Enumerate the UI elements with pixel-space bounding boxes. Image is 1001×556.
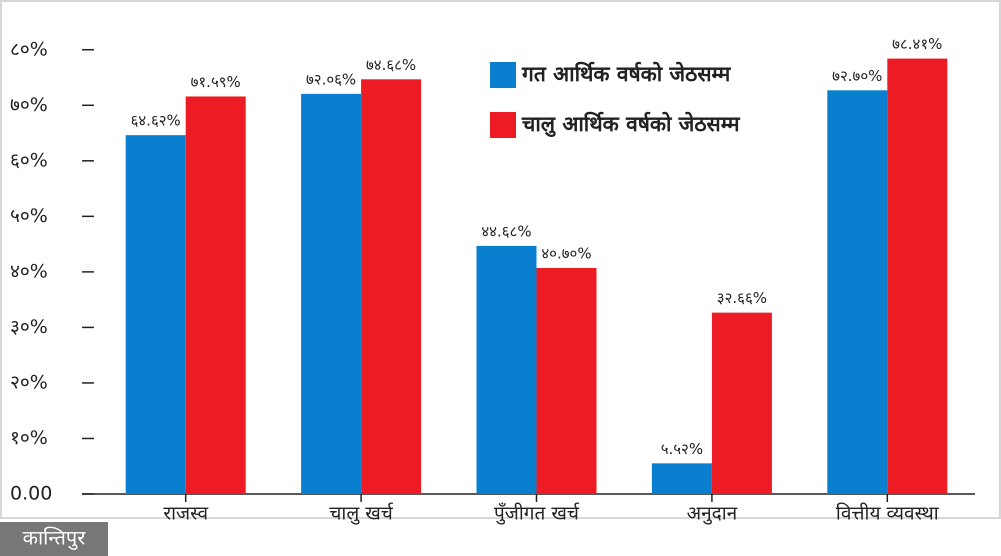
legend-label: गत आर्थिक वर्षको जेठसम्म bbox=[521, 61, 732, 86]
watermark: कान्तिपुर bbox=[23, 526, 87, 551]
bar bbox=[361, 79, 422, 495]
bar bbox=[125, 135, 186, 494]
legend-swatch bbox=[490, 62, 516, 88]
y-tick-label: १०% bbox=[10, 427, 48, 449]
bar bbox=[711, 312, 772, 494]
y-tick-label: ७०% bbox=[10, 94, 48, 116]
value-label: ७२.७०% bbox=[832, 67, 882, 85]
bar bbox=[887, 58, 948, 495]
x-tick-label: चालु खर्च bbox=[329, 502, 394, 526]
y-tick-label: 0.00 bbox=[10, 483, 52, 505]
x-tick-label: वित्तीय व्यवस्था bbox=[836, 502, 940, 525]
bar bbox=[476, 245, 537, 494]
y-tick-label: ८०% bbox=[10, 38, 48, 60]
y-tick-label: ४०% bbox=[10, 260, 48, 282]
x-tick-label: राजस्व bbox=[163, 503, 208, 525]
bar bbox=[185, 96, 246, 495]
value-label: ३२.६६% bbox=[717, 289, 767, 307]
y-tick-label: ५०% bbox=[10, 205, 48, 227]
value-label: ७४.६८% bbox=[366, 56, 416, 74]
bar bbox=[827, 90, 888, 494]
bar bbox=[536, 267, 597, 494]
value-label: ६४.६२% bbox=[131, 112, 181, 130]
y-tick-label: ३०% bbox=[10, 316, 48, 338]
legend-swatch bbox=[490, 112, 516, 138]
y-tick-label: २०% bbox=[10, 371, 48, 393]
value-label: ७१.५९% bbox=[191, 73, 241, 91]
legend-label: चालु आर्थिक वर्षको जेठसम्म bbox=[521, 111, 741, 138]
value-label: ४०.७०% bbox=[541, 244, 591, 262]
bar bbox=[651, 463, 712, 494]
value-label: ७२.०६% bbox=[306, 70, 356, 88]
x-tick-label: अनुदान bbox=[687, 503, 738, 526]
y-tick-label: ६०% bbox=[10, 149, 48, 171]
x-tick-label: पुँजीगत खर्च bbox=[494, 502, 580, 526]
value-label: ४४.६८% bbox=[481, 222, 531, 240]
bar bbox=[301, 93, 362, 495]
value-label: ५.५२% bbox=[661, 440, 703, 458]
value-label: ७८.४१% bbox=[892, 35, 942, 53]
watermark-bg bbox=[0, 522, 108, 556]
